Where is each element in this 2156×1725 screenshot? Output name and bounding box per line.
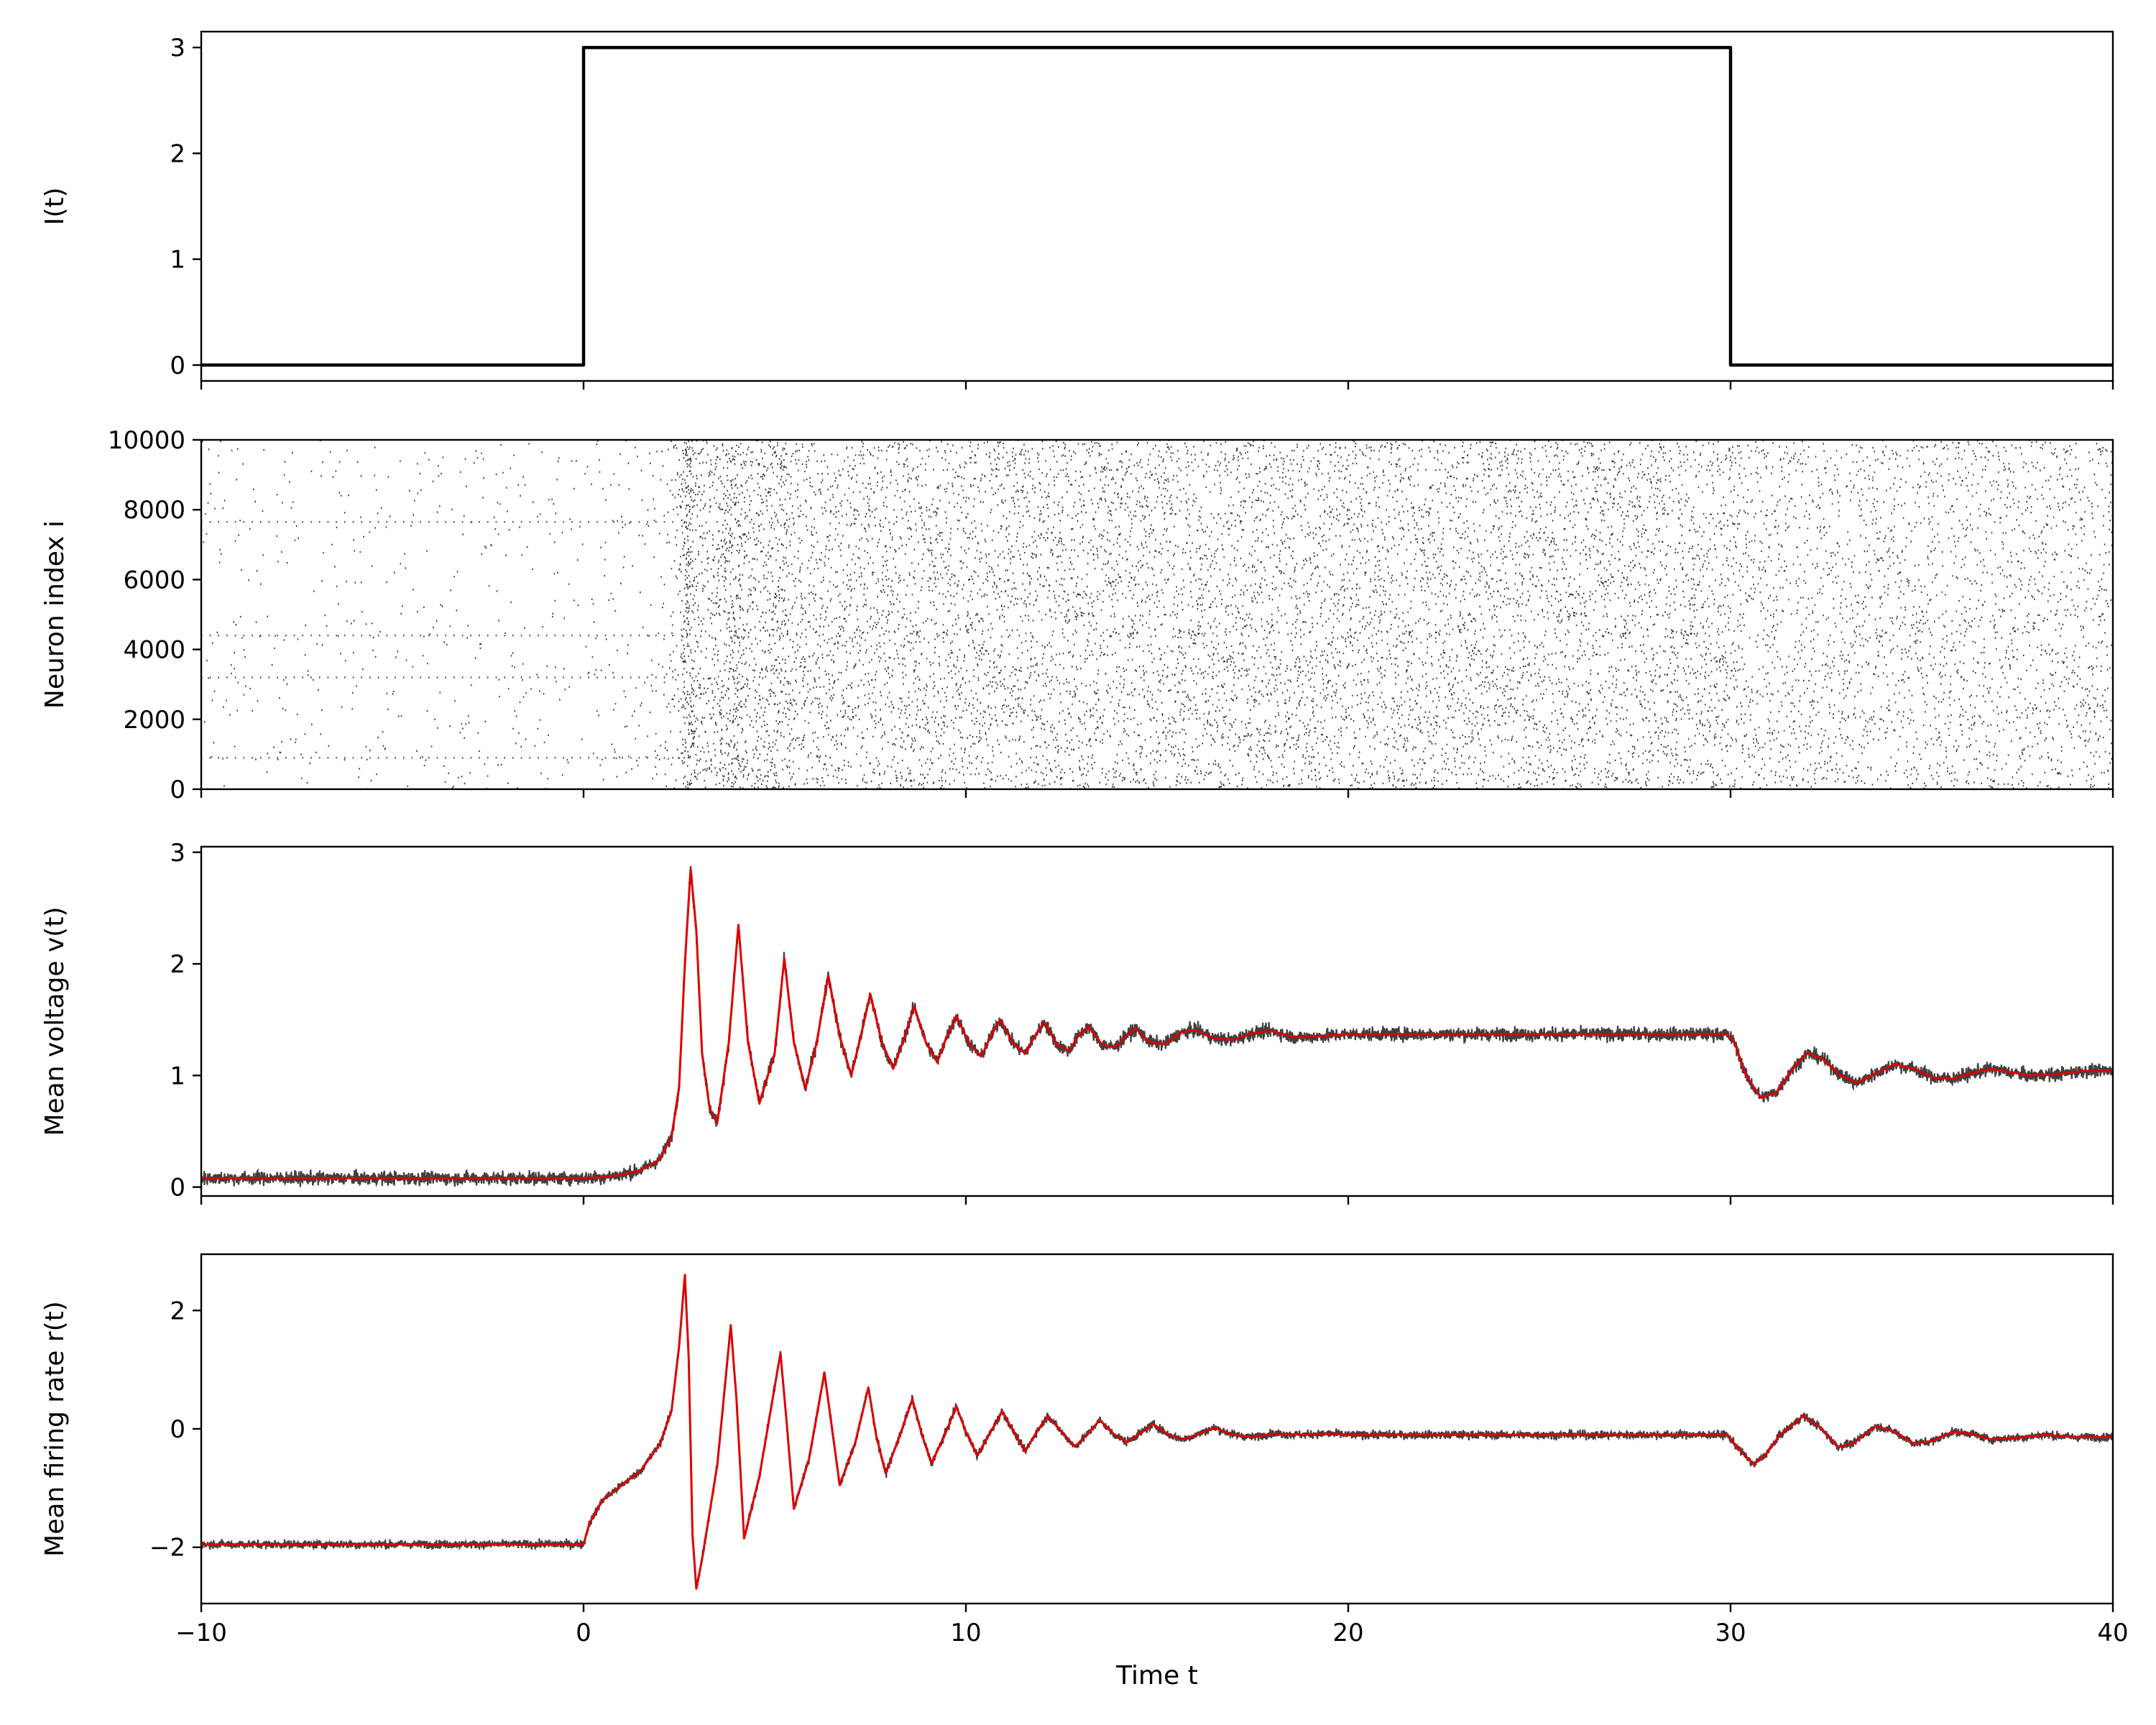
y-tick-label: 2: [170, 950, 185, 979]
spike-raster: [201, 440, 2113, 789]
axes-frame: [200, 30, 2114, 382]
axes-frame: [200, 438, 2114, 791]
y-ticks: 0 2000 4000 6000 8000 10000: [108, 426, 201, 804]
y-tick-label: −2: [149, 1534, 185, 1563]
x-tick-label: 20: [1332, 1619, 1363, 1647]
plot-area: [201, 1274, 2113, 1590]
x-axis-label: Time t: [1115, 1661, 1198, 1690]
y-tick-label: 2: [170, 1297, 185, 1325]
x-tick-label: 10: [950, 1619, 981, 1647]
y-ticks: 0 1 2 3: [170, 839, 201, 1202]
y-tick-label: 6000: [123, 566, 185, 594]
y-tick-label: 0: [170, 1174, 185, 1202]
y-ticks: 0 1 2 3: [170, 34, 201, 380]
x-tick-label: 30: [1715, 1619, 1746, 1647]
y-tick-label: 3: [170, 839, 185, 868]
y-tick-label: 1: [170, 1062, 185, 1090]
y-tick-label: 8000: [123, 496, 185, 525]
x-ticks: [200, 789, 2114, 798]
y-tick-label: 0: [170, 1415, 185, 1444]
panel-3: 0 1 2 3 Mean voltage v(t): [40, 839, 2114, 1205]
y-axis-label: I(t): [40, 188, 70, 226]
plot-area: [201, 440, 2113, 789]
y-axis-label: Mean firing rate r(t): [40, 1301, 70, 1557]
y-tick-label: 0: [170, 776, 185, 804]
y-tick-label: 1: [170, 246, 185, 275]
x-tick-label: 40: [2097, 1619, 2128, 1647]
plot-area: [201, 45, 2113, 367]
noisy-simulation-trace: [201, 865, 2113, 1187]
x-tick-label: 0: [576, 1619, 591, 1647]
x-ticks: −10 0 10 20 30 40: [175, 1604, 2129, 1647]
panel-2: 0 2000 4000 6000 8000 10000 Neuron index i: [40, 426, 2114, 804]
mean-field-curve: [201, 868, 2113, 1179]
y-tick-label: 3: [170, 34, 185, 63]
input-current-curve: [201, 45, 2113, 367]
axes-frame: [200, 845, 2114, 1197]
mean-field-curve: [201, 1274, 2113, 1590]
y-tick-label: 4000: [123, 636, 185, 665]
y-tick-label: 2: [170, 139, 185, 168]
y-tick-label: 2000: [123, 706, 185, 735]
y-tick-label: 10000: [108, 426, 185, 455]
plot-area: [201, 865, 2113, 1187]
y-ticks: −2 0 2: [149, 1297, 201, 1563]
x-ticks: [200, 381, 2114, 390]
y-tick-label: 0: [170, 351, 185, 380]
y-axis-label: Neuron index i: [40, 520, 70, 709]
x-ticks: [200, 1196, 2114, 1205]
x-tick-label: −10: [175, 1619, 227, 1647]
panel-1: 0 1 2 3 I(t): [40, 30, 2114, 390]
y-axis-label: Mean voltage v(t): [40, 907, 70, 1136]
panel-4: −10 0 10 20 30 40 −2 0 2 Mean firing rate r(t) Tim…: [40, 1253, 2129, 1690]
